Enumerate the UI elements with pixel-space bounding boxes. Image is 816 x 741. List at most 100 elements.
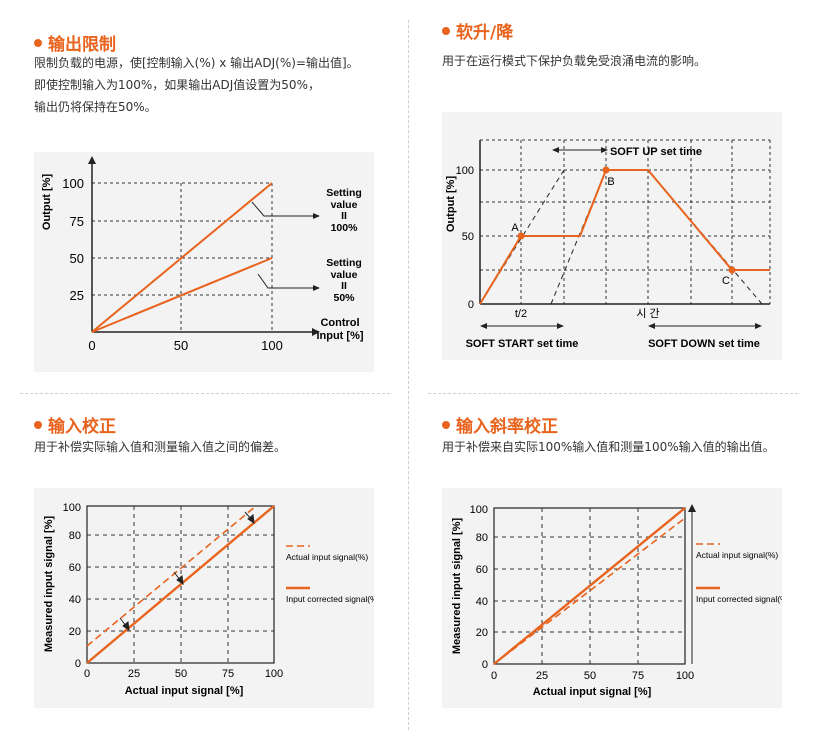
annotation-100-line4: 100% xyxy=(331,222,359,234)
x-tick-75: 75 xyxy=(222,668,234,680)
chart-panel-input-correction xyxy=(34,488,374,708)
vertical-divider xyxy=(408,20,409,730)
x-axis-arrow-icon xyxy=(312,328,320,336)
y-tick-75: 75 xyxy=(70,214,84,229)
x-tick-0: 0 xyxy=(491,670,497,682)
y-tick-25: 25 xyxy=(70,288,84,303)
annotation-50-line1: Setting xyxy=(326,257,362,269)
x-tick-50: 50 xyxy=(175,668,187,680)
section-desc-output-limit: 限制负载的电源，使[控制输入(%) x 输出ADJ(%)=输出值]。 即使控制输… xyxy=(34,56,359,114)
section-title-slope-correction: 输入斜率校正 xyxy=(442,412,558,437)
x-tick-100: 100 xyxy=(676,670,694,682)
y-tick-20: 20 xyxy=(476,627,488,639)
section-desc-soft-ramp: 用于在运行模式下保护负载免受浪涌电流的影响。 xyxy=(442,54,707,68)
legend-corrected-label: Input corrected signal(%) xyxy=(286,594,374,604)
x-tick-50: 50 xyxy=(584,670,596,682)
y-axis-arrow-icon xyxy=(88,156,96,164)
chart-output-limit: 100 75 50 25 0 50 100 Output [%] Control… xyxy=(41,156,364,353)
annotation-leader-100 xyxy=(251,201,314,217)
section-desc-slope-correction: 用于补偿来自实际100%输入值和测量100%输入值的输出值。 xyxy=(442,440,775,454)
series-setting-100 xyxy=(91,182,273,333)
annotation-50-line2: value xyxy=(331,269,358,281)
bullet-icon xyxy=(34,421,42,429)
section-desc-input-correction: 用于补偿实际输入值和测量输入值之间的偏差。 xyxy=(34,440,287,454)
legend-actual-label: Actual input signal(%) xyxy=(696,550,778,560)
x-tick-50: 50 xyxy=(174,338,188,353)
soft-start-label: SOFT START set time xyxy=(466,338,579,350)
x-tick-t2: t/2 xyxy=(515,308,527,320)
y-tick-0: 0 xyxy=(75,658,81,670)
bullet-icon xyxy=(34,39,42,47)
y-tick-80: 80 xyxy=(69,530,81,542)
horizontal-divider-left xyxy=(20,393,390,394)
soft-down-label: SOFT DOWN set time xyxy=(648,338,760,350)
series-actual-input xyxy=(493,517,686,665)
annotation-arrow-100-icon xyxy=(313,213,320,219)
right-axis-arrow-icon xyxy=(688,504,696,512)
x-axis-label-line2: input [%] xyxy=(316,330,363,342)
plot-frame xyxy=(493,507,686,665)
y-axis-label: Measured input signal [%] xyxy=(451,518,463,655)
x-tick-0: 0 xyxy=(84,668,90,680)
y-tick-100: 100 xyxy=(62,176,84,191)
y-tick-50: 50 xyxy=(70,251,84,266)
soft-start-arrow-right-icon xyxy=(557,323,564,329)
y-tick-0: 0 xyxy=(468,299,474,311)
annotation-50-line3: II xyxy=(341,280,347,292)
y-tick-40: 40 xyxy=(476,596,488,608)
soft-up-arrow-right-icon xyxy=(601,147,608,153)
point-a-marker xyxy=(517,232,525,240)
x-axis-label-line1: Control xyxy=(320,317,359,329)
legend-actual-label: Actual input signal(%) xyxy=(286,552,368,562)
annotation-arrow-50-icon xyxy=(313,285,320,291)
y-tick-20: 20 xyxy=(69,626,81,638)
x-tick-25: 25 xyxy=(128,668,140,680)
legend-corrected-label: Input corrected signal(%) xyxy=(696,594,782,604)
series-setting-50 xyxy=(91,257,273,333)
bullet-icon xyxy=(442,27,450,35)
soft-start-arrow-left-icon xyxy=(480,323,487,329)
section-title-output-limit: 输出限制 xyxy=(34,30,116,55)
chart-soft-ramp: A B C 100 50 0 Output [%] t/2 시 간 SOFT U… xyxy=(445,139,771,350)
y-tick-80: 80 xyxy=(476,532,488,544)
annotation-50-line4: 50% xyxy=(333,292,355,304)
y-tick-100: 100 xyxy=(470,504,488,516)
point-b-marker xyxy=(602,166,610,174)
annotation-100-line3: II xyxy=(341,210,347,222)
soft-up-arrow-left-icon xyxy=(552,147,559,153)
y-tick-0: 0 xyxy=(482,659,488,671)
point-b-label: B xyxy=(607,176,614,188)
grid-lines xyxy=(494,508,685,664)
annotation-100-line1: Setting xyxy=(326,187,362,199)
x-tick-time: 시 간 xyxy=(636,307,659,320)
x-tick-100: 100 xyxy=(261,338,283,353)
point-c-label: C xyxy=(722,275,730,287)
y-axis-label: Output [%] xyxy=(445,176,457,233)
plot-frame xyxy=(86,505,275,664)
point-a-label: A xyxy=(511,222,519,234)
y-axis-label: Measured input signal [%] xyxy=(43,516,55,653)
y-tick-60: 60 xyxy=(69,562,81,574)
x-axis-label: Actual input signal [%] xyxy=(533,686,652,698)
x-tick-25: 25 xyxy=(536,670,548,682)
correction-arrows xyxy=(119,511,255,632)
section-title-input-correction: 输入校正 xyxy=(34,412,116,437)
section-title-soft-ramp: 软升/降 xyxy=(442,18,513,43)
y-axis-label: Output [%] xyxy=(41,174,53,231)
annotation-100-line2: value xyxy=(331,199,358,211)
y-tick-100: 100 xyxy=(63,502,81,514)
chart-panel-output-limit xyxy=(34,152,374,372)
series-corrected-input xyxy=(86,505,275,664)
chart-panel-slope-correction xyxy=(442,488,782,708)
y-tick-60: 60 xyxy=(476,564,488,576)
y-tick-100: 100 xyxy=(456,165,474,177)
chart-input-correction: 100 80 60 40 20 0 0 25 50 75 100 Measure… xyxy=(43,502,374,697)
chart-slope-correction: 100 80 60 40 20 0 0 25 50 75 100 Measure… xyxy=(451,504,782,698)
series-actual-input xyxy=(86,505,257,647)
x-tick-0: 0 xyxy=(88,338,95,353)
grid-lines xyxy=(87,506,274,663)
x-tick-75: 75 xyxy=(632,670,644,682)
y-tick-50: 50 xyxy=(462,231,474,243)
x-tick-100: 100 xyxy=(265,668,283,680)
annotation-leader-50 xyxy=(257,273,314,289)
